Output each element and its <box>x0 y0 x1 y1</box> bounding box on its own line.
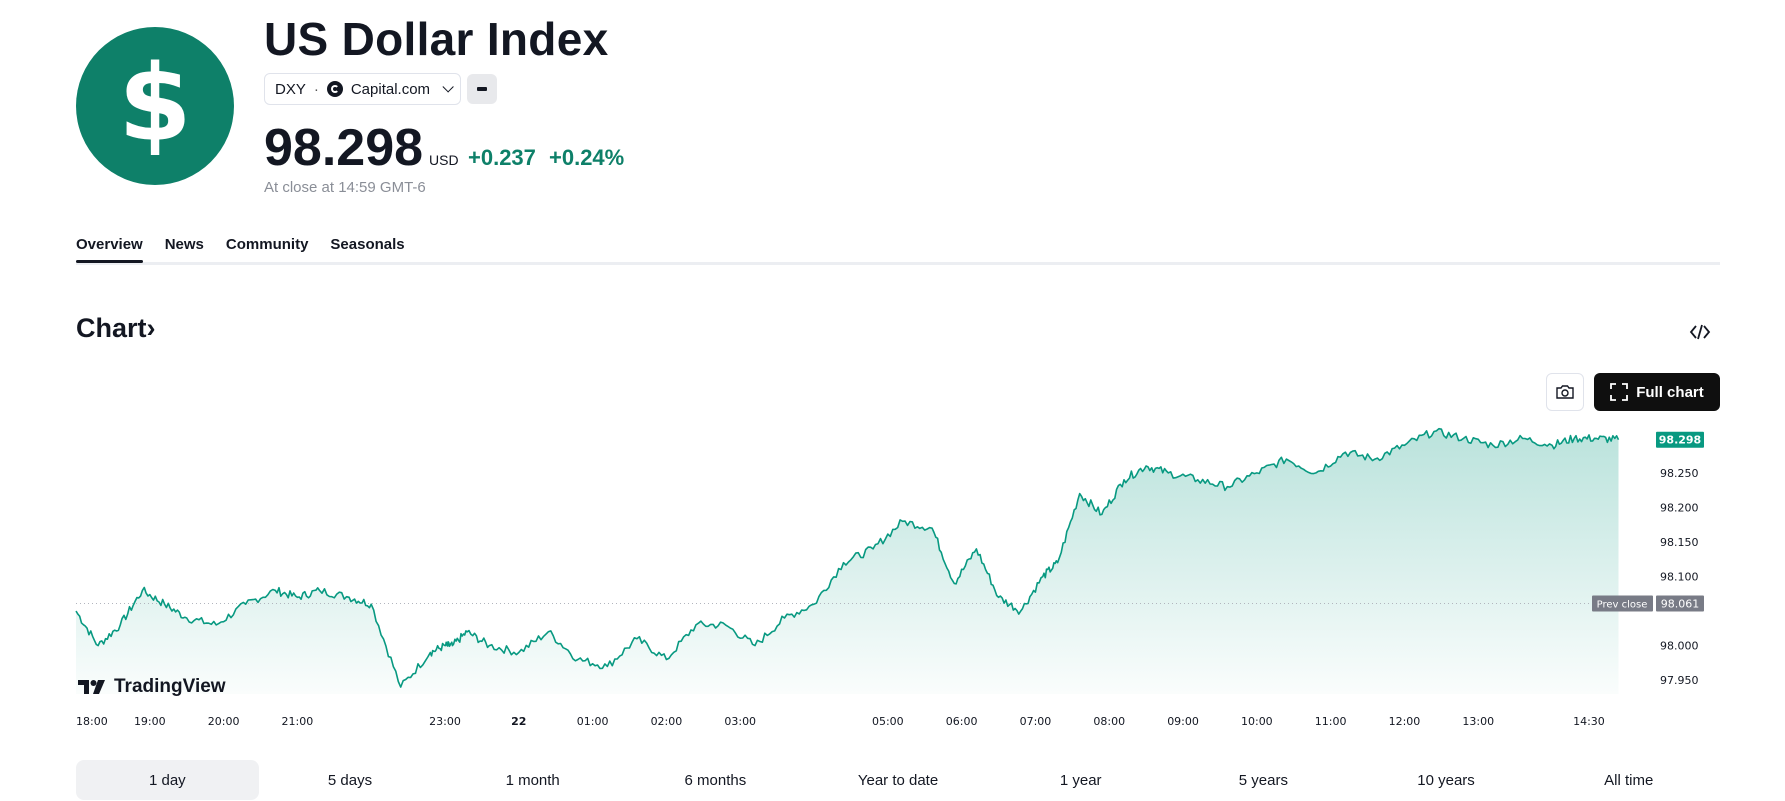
range-selector: 1 day 5 days 1 month 6 months Year to da… <box>76 760 1720 800</box>
prev-close-marker <box>1656 595 1704 612</box>
x-tick-label: 22 <box>511 715 526 728</box>
last-price: 98.298 <box>264 119 424 177</box>
price-change-percent: +0.24% <box>549 145 625 170</box>
range-5-years[interactable]: 5 years <box>1238 771 1288 789</box>
range-year-to-date[interactable]: Year to date <box>857 771 939 789</box>
full-chart-button[interactable]: Full chart <box>1594 373 1720 411</box>
y-tick-label: 98.100 <box>1660 571 1699 584</box>
series-line <box>75 427 1620 688</box>
prev-close-caption-box <box>1592 595 1653 612</box>
x-tick-label: 02:00 <box>651 715 683 728</box>
page-title: US Dollar Index <box>264 13 609 65</box>
x-tick-label: 06:00 <box>946 715 978 728</box>
tab-overview[interactable]: Overview <box>76 236 143 263</box>
x-tick-label: 05:00 <box>872 715 904 728</box>
minus-icon <box>477 87 487 91</box>
symbol-logo: $ <box>76 27 234 185</box>
prev-close-caption: Prev close <box>1597 599 1648 610</box>
x-tick-label: 21:00 <box>282 715 314 728</box>
x-tick-label: 03:00 <box>724 715 756 728</box>
x-tick-label: 13:00 <box>1462 715 1494 728</box>
x-tick-label: 12:00 <box>1389 715 1421 728</box>
exchange-selector[interactable]: DXY · Capital.com <box>264 73 462 105</box>
range-1-month[interactable]: 1 month <box>505 771 560 789</box>
y-tick-label: 98.200 <box>1660 501 1699 514</box>
symbol-tabs: Overview News Community Seasonals <box>76 236 405 263</box>
last-price-marker <box>1656 431 1704 448</box>
tab-community[interactable]: Community <box>225 236 309 253</box>
x-tick-label: 14:30 <box>1573 715 1605 728</box>
y-tick-label: 98.000 <box>1660 640 1699 653</box>
tab-news[interactable]: News <box>164 236 204 253</box>
x-tick-label: 01:00 <box>577 715 609 728</box>
snapshot-button[interactable] <box>1546 373 1584 411</box>
currency-label: USD <box>429 152 459 168</box>
range-all-time[interactable]: All time <box>1604 771 1654 789</box>
series-area <box>76 428 1619 694</box>
x-tick-label: 18:00 <box>76 715 108 728</box>
x-tick-label: 20:00 <box>208 715 240 728</box>
range-1-day[interactable]: 1 day <box>76 760 259 800</box>
separator: · <box>313 80 319 98</box>
source-logo-icon <box>326 81 343 97</box>
ticker-label: DXY <box>275 80 306 98</box>
fullscreen-icon <box>1610 383 1629 401</box>
x-tick-label: 11:00 <box>1315 715 1347 728</box>
range-5-days[interactable]: 5 days <box>327 771 373 789</box>
range-6-months[interactable]: 6 months <box>684 771 747 789</box>
dollar-icon: $ <box>118 46 191 165</box>
last-price-label: 98.298 <box>1659 434 1701 447</box>
tradingview-logo-icon <box>78 680 105 694</box>
tab-seasonals[interactable]: Seasonals <box>330 236 405 253</box>
chart-heading-link[interactable]: Chart› <box>76 313 156 344</box>
x-tick-label: 07:00 <box>1020 715 1052 728</box>
y-tick-label: 97.950 <box>1660 674 1699 687</box>
source-label: Capital.com <box>350 80 431 98</box>
y-tick-label: 98.150 <box>1660 536 1699 549</box>
range-10-years[interactable]: 10 years <box>1417 771 1475 789</box>
y-tick-label: 98.250 <box>1660 467 1699 480</box>
svg-text:$: $ <box>118 46 191 165</box>
chevron-right-icon: › <box>146 313 156 343</box>
x-tick-label: 19:00 <box>134 715 166 728</box>
x-tick-label: 09:00 <box>1167 715 1199 728</box>
camera-icon <box>1556 385 1574 399</box>
x-tick-label: 23:00 <box>429 715 461 728</box>
x-tick-label: 08:00 <box>1093 715 1125 728</box>
prev-close-label: 98.061 <box>1661 597 1700 610</box>
full-chart-label: Full chart <box>1636 383 1704 401</box>
price-change: +0.237 <box>468 145 536 170</box>
range-1-year[interactable]: 1 year <box>1059 771 1102 789</box>
x-tick-label: 10:00 <box>1241 715 1273 728</box>
tradingview-watermark[interactable]: TradingView <box>78 676 226 698</box>
code-embed-icon[interactable] <box>1688 320 1712 344</box>
tradingview-label: TradingView <box>114 676 226 697</box>
remove-watchlist-button[interactable] <box>467 74 497 104</box>
chart-heading-text: Chart <box>76 313 147 343</box>
market-status: At close at 14:59 GMT-6 <box>264 179 426 196</box>
tabs-divider <box>76 262 1720 265</box>
